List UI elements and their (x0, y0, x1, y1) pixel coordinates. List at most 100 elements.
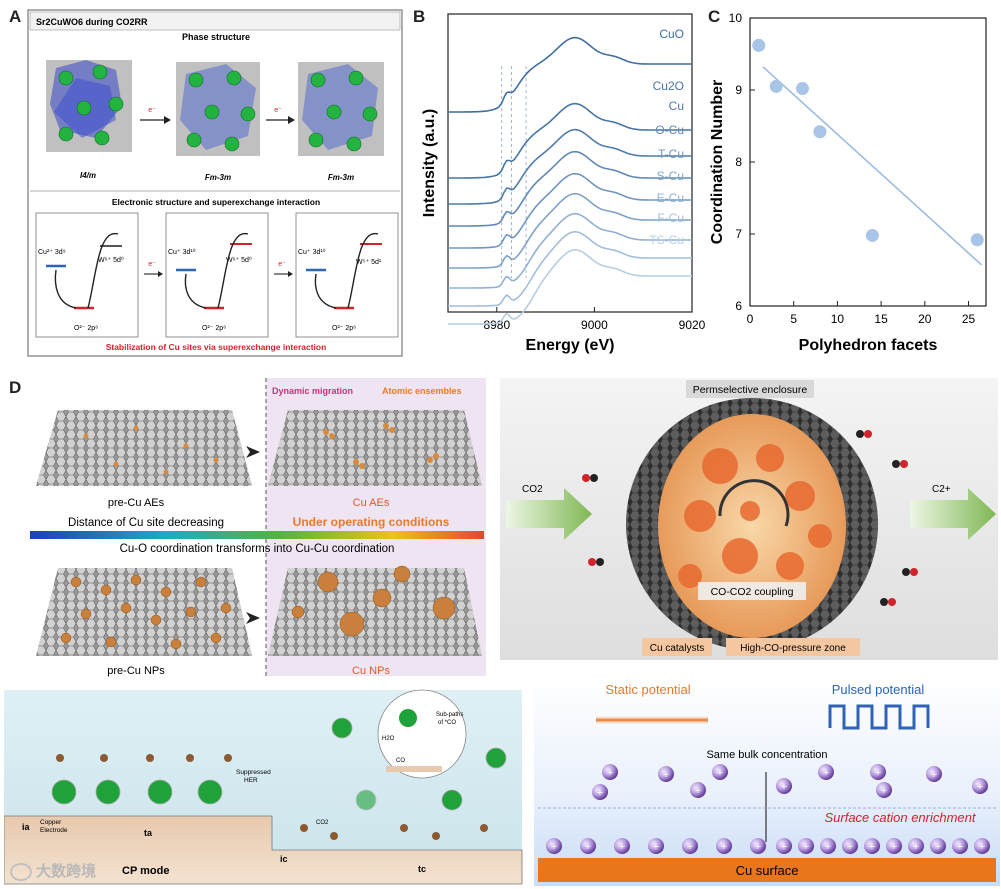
atomic-ensembles-label: Atomic ensembles (382, 386, 462, 396)
d-arrow-bottom (246, 612, 260, 624)
of-co-label: of *CO (438, 720, 456, 726)
cation-plus: + (755, 841, 761, 853)
sr-atom (348, 70, 364, 86)
cation-plus: + (979, 841, 985, 853)
box-3-o: O²⁻ 2p⁶ (332, 325, 356, 332)
ic-label: ic (280, 854, 288, 864)
c2-label: C2+ (932, 484, 951, 495)
plot-frame (447, 13, 693, 313)
cu-np-left (60, 574, 232, 650)
cation (546, 838, 562, 854)
cation-plus: + (875, 767, 881, 779)
cation (648, 838, 664, 854)
sr-atom (240, 106, 256, 122)
series-label-cu: Cu (669, 99, 684, 113)
zone-label-bg (726, 638, 860, 656)
box-2-o: O²⁻ 2p⁶ (202, 325, 226, 332)
cation (580, 838, 596, 854)
data-point (795, 82, 809, 96)
cation-plus: + (619, 841, 625, 853)
phase-1-label: I4/m (80, 171, 96, 180)
cu-ae-atoms-right (323, 423, 439, 469)
cu-aes-label: Cu AEs (353, 497, 390, 509)
sr-atom (188, 72, 204, 88)
cation-plus: + (585, 841, 591, 853)
ia-label: ia (22, 822, 31, 832)
graphene-sheet-top-left (36, 410, 252, 486)
series-line-cuo (448, 36, 692, 113)
cation-plus: + (935, 841, 941, 853)
sr-atom (108, 96, 124, 112)
phase-2-label: Fm-3m (205, 173, 231, 182)
cation-plus: + (803, 841, 809, 853)
zone-label: High-CO-pressure zone (740, 643, 846, 654)
co-label: CO (396, 758, 405, 764)
cation-plus: + (869, 841, 875, 853)
x-tick-label: 0 (747, 312, 754, 326)
sr-atom (362, 106, 378, 122)
y-axis-label: Intensity (a.u.) (421, 109, 438, 217)
x-tick-label: 9000 (581, 318, 608, 332)
cation (870, 764, 886, 780)
box-2-w: W⁶⁺ 5d⁰ (226, 256, 252, 264)
panel-g: Static potential Pulsed potential Same b… (534, 676, 1000, 886)
copper-label: Copper (40, 819, 62, 826)
suppressed-label: Suppressed (236, 769, 271, 776)
copper-electrode-step (4, 815, 523, 885)
cation-plus: + (891, 841, 897, 853)
sr-atom (308, 132, 324, 148)
electrode-label: Electrode (40, 827, 68, 834)
box-arrow-2: e⁻ (274, 261, 293, 277)
series-line-ts-cu (448, 248, 692, 325)
sr-atom (224, 136, 240, 152)
coupling-label-bg (698, 582, 806, 600)
electronic-box-2: Cu⁺ 3d¹⁰ W⁶⁺ 5d⁰ O²⁻ 2p⁶ (165, 212, 269, 338)
cation (864, 838, 880, 854)
series-line-e-cu (448, 212, 692, 289)
cu-ae-atoms-left (83, 425, 219, 475)
pulsed-wave (828, 704, 930, 730)
series-label-t-cu: T-Cu (658, 147, 684, 161)
sr-atom (92, 64, 108, 80)
dynamic-migration-label: Dynamic migration (272, 386, 353, 396)
cation-plus: + (977, 781, 983, 793)
series-line-f-cu (448, 230, 692, 307)
phase-arrow-2: e⁻ (266, 107, 295, 124)
series-line-t-cu (448, 172, 692, 249)
h2o-label: H2O (382, 736, 395, 742)
water-molecules (56, 754, 488, 840)
cu-surface-bar (538, 858, 996, 882)
graphene-sheet-bottom-left (36, 568, 252, 656)
pre-cu-nps-label: pre-Cu NPs (107, 665, 165, 677)
series-label-e-cu: E-Cu (657, 191, 684, 205)
sr-atom (310, 72, 326, 88)
cation-plus: + (823, 767, 829, 779)
y-axis-label: Coordination Number (709, 80, 726, 244)
x-tick-label: 15 (874, 312, 888, 326)
x-tick-label: 25 (962, 312, 976, 326)
x-tick-label: 20 (918, 312, 932, 326)
cu-surface-label: Cu surface (736, 863, 799, 878)
series-label-o-cu: O-Cu (655, 123, 684, 137)
phase-arrow-1-label: e⁻ (148, 107, 156, 114)
f-co2-label: CO2 (316, 820, 329, 826)
cation (602, 764, 618, 780)
cation (716, 838, 732, 854)
sr-atom (94, 130, 110, 146)
panel-a-title-bar (29, 11, 401, 31)
data-point (752, 38, 766, 52)
sr-atom (58, 126, 74, 142)
x-tick-label: 8980 (483, 318, 510, 332)
panel-e: Permselective enclosure CO2 C2+ CO-CO2 c… (500, 378, 998, 660)
coord-transform-label: Cu-O coordination transforms into Cu-Cu … (120, 543, 395, 555)
panel-label-b: B (413, 7, 426, 26)
panel-a-title: Sr2CuWO6 during CO2RR (36, 17, 148, 27)
coupling-label: CO-CO2 coupling (711, 586, 794, 598)
distance-label: Distance of Cu site decreasing (68, 517, 224, 529)
cation (974, 838, 990, 854)
cation-plus: + (957, 841, 963, 853)
cu-np-right (291, 565, 456, 637)
panel-label-d: D (9, 378, 22, 397)
cation-plus: + (687, 841, 693, 853)
cation (952, 838, 968, 854)
